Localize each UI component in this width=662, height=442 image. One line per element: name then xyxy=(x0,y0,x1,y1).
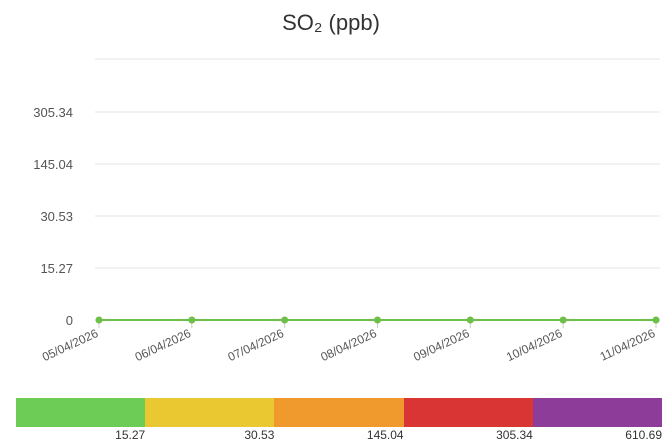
legend-segment xyxy=(532,398,662,427)
data-point xyxy=(559,316,567,324)
x-tick-label: 07/04/2026 xyxy=(226,326,287,364)
legend-label: 610.69 xyxy=(625,428,662,442)
x-tick-label: 08/04/2026 xyxy=(318,326,379,364)
data-point xyxy=(95,316,103,324)
legend-segment xyxy=(274,398,404,427)
x-tick-label: 09/04/2026 xyxy=(411,326,472,364)
x-tick-label: 11/04/2026 xyxy=(598,326,658,364)
data-point xyxy=(466,316,474,324)
y-tick-label: 145.04 xyxy=(33,157,73,172)
plot-area: 0 15.27 30.53 145.04 305.34 05/04/2026 06/04/2… xyxy=(33,58,660,364)
legend-scale-labels: 15.27 30.53 145.04 305.34 610.69 xyxy=(16,428,662,442)
legend-label: 305.34 xyxy=(496,428,533,442)
data-point xyxy=(281,316,289,324)
legend-label: 30.53 xyxy=(244,428,275,442)
chart-title: SO₂ (ppb) xyxy=(282,10,380,35)
legend-color-scale xyxy=(16,398,662,427)
y-tick-label: 15.27 xyxy=(40,261,73,276)
x-tick-label: 10/04/2026 xyxy=(504,326,565,364)
y-tick-label: 305.34 xyxy=(33,105,73,120)
legend-label: 15.27 xyxy=(115,428,146,442)
legend-segment xyxy=(16,398,146,427)
data-point xyxy=(188,316,196,324)
legend-segment xyxy=(145,398,275,427)
y-tick-label: 0 xyxy=(66,313,73,328)
legend-label: 145.04 xyxy=(366,428,404,442)
x-tick-label: 06/04/2026 xyxy=(133,326,194,364)
y-tick-label: 30.53 xyxy=(40,209,73,224)
data-point xyxy=(652,316,660,324)
x-tick-label: 05/04/2026 xyxy=(40,326,101,364)
legend-segment xyxy=(403,398,533,427)
data-point xyxy=(374,316,381,324)
